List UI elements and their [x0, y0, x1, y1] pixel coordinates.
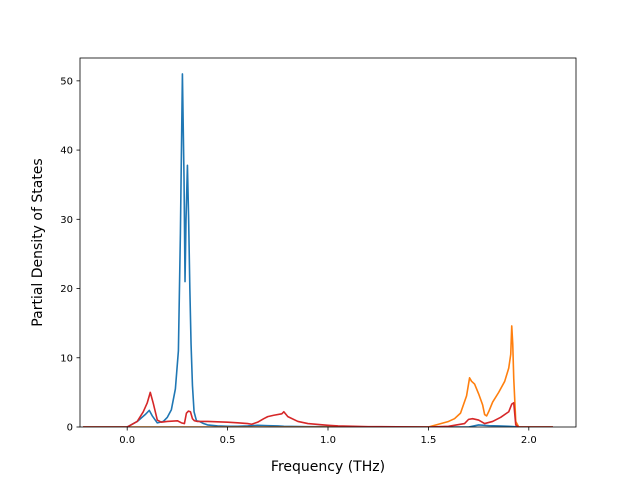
y-tick-label: 50: [60, 76, 73, 87]
y-tick-label: 40: [60, 146, 73, 157]
y-axis-ticks: 0 10 20 30 40 50: [60, 76, 80, 434]
x-tick-label: 0.0: [119, 435, 135, 446]
x-axis-ticks: 0.0 0.5 1.0 1.5 2.0: [119, 427, 537, 446]
x-tick-label: 0.5: [220, 435, 236, 446]
x-axis-label: Frequency (THz): [271, 459, 385, 475]
series-line-2: [83, 325, 553, 427]
y-tick-label: 0: [67, 423, 73, 434]
y-tick-label: 20: [60, 284, 73, 295]
x-tick-label: 1.0: [320, 435, 336, 446]
x-tick-label: 2.0: [521, 435, 537, 446]
series-layer: [83, 73, 553, 427]
y-axis-label: Partial Density of States: [30, 158, 46, 326]
x-tick-label: 1.5: [420, 435, 436, 446]
y-tick-label: 10: [60, 353, 73, 364]
series-line-1: [83, 73, 553, 427]
series-line-3: [83, 391, 553, 427]
y-tick-label: 30: [60, 215, 73, 226]
